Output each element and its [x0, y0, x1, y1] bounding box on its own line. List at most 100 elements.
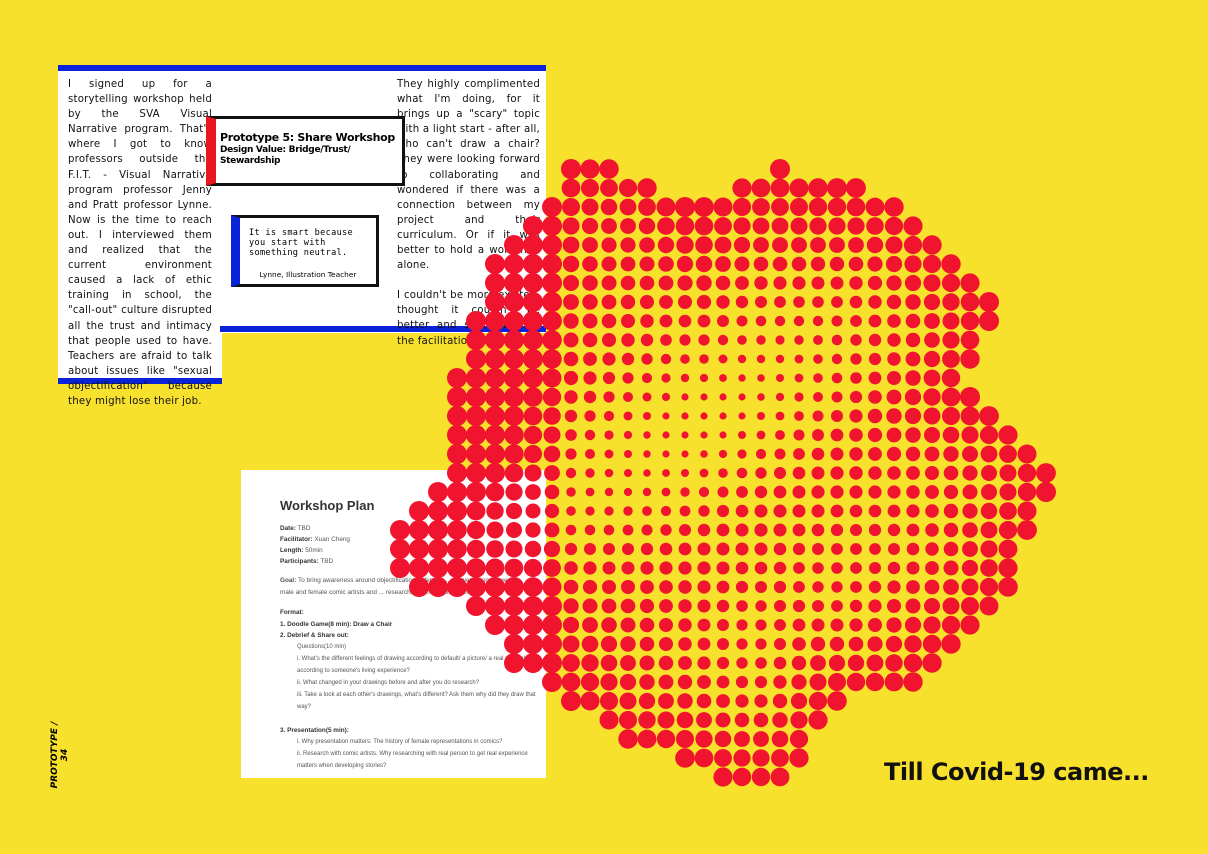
- halftone-dot: [623, 430, 633, 440]
- halftone-dot: [542, 615, 562, 635]
- halftone-dot: [582, 598, 598, 614]
- halftone-dot: [641, 353, 653, 365]
- halftone-dot: [793, 448, 805, 460]
- halftone-dot: [542, 216, 562, 236]
- halftone-dot: [1036, 463, 1056, 483]
- halftone-dot: [979, 292, 999, 312]
- halftone-dot: [504, 653, 524, 673]
- halftone-dot: [657, 711, 675, 729]
- halftone-dot: [753, 712, 769, 728]
- halftone-dot: [659, 637, 673, 651]
- halftone-dot: [924, 427, 940, 443]
- halftone-dot: [775, 430, 785, 440]
- halftone-dot: [735, 295, 749, 309]
- halftone-dot: [849, 485, 863, 499]
- halftone-dot: [681, 412, 689, 420]
- halftone-dot: [542, 235, 562, 255]
- halftone-dot: [737, 449, 747, 459]
- halftone-dot: [716, 542, 730, 556]
- halftone-dot: [773, 523, 787, 537]
- halftone-dot: [580, 159, 600, 179]
- halftone-dot: [753, 237, 769, 253]
- halftone-dot: [828, 654, 846, 672]
- halftone-dot: [700, 412, 708, 420]
- halftone-dot: [562, 255, 580, 273]
- halftone-dot: [868, 580, 882, 594]
- field-value: Xuan Cheng: [314, 536, 350, 543]
- halftone-dot: [719, 431, 727, 439]
- halftone-dot: [868, 314, 882, 328]
- halftone-dot: [770, 178, 790, 198]
- halftone-dot: [866, 654, 884, 672]
- halftone-dot: [770, 159, 790, 179]
- halftone-dot: [661, 487, 671, 497]
- halftone-dot: [736, 657, 748, 669]
- halftone-dot: [562, 635, 580, 653]
- halftone-dot: [812, 410, 824, 422]
- halftone-dot: [887, 599, 901, 613]
- halftone-dot: [848, 636, 864, 652]
- halftone-dot: [601, 598, 617, 614]
- halftone-dot: [643, 450, 651, 458]
- halftone-dot: [812, 581, 824, 593]
- halftone-dot: [600, 654, 618, 672]
- halftone-dot: [623, 392, 633, 402]
- halftone-dot: [752, 217, 770, 235]
- halftone-dot: [1017, 520, 1037, 540]
- halftone-dot: [659, 561, 673, 575]
- halftone-dot: [523, 425, 543, 445]
- halftone-dot: [523, 235, 543, 255]
- halftone-dot: [941, 634, 961, 654]
- halftone-dot: [504, 311, 524, 331]
- halftone-dot: [447, 368, 467, 388]
- halftone-dot: [697, 618, 711, 632]
- halftone-dot: [790, 198, 808, 216]
- halftone-dot: [640, 295, 654, 309]
- halftone-dot: [604, 430, 614, 440]
- halftone-dot: [867, 636, 883, 652]
- halftone-dot: [676, 255, 694, 273]
- halftone-dot: [637, 729, 657, 749]
- halftone-dot: [960, 349, 980, 369]
- halftone-dot: [754, 504, 768, 518]
- halftone-dot: [582, 579, 598, 595]
- halftone-dot: [943, 484, 959, 500]
- halftone-dot: [904, 635, 922, 653]
- halftone-dot: [656, 197, 676, 217]
- halftone-dot: [793, 429, 805, 441]
- halftone-dot: [793, 562, 805, 574]
- halftone-dot: [601, 275, 617, 291]
- halftone-dot: [640, 314, 654, 328]
- halftone-dot: [830, 276, 844, 290]
- halftone-dot: [504, 254, 524, 274]
- halftone-dot: [603, 524, 615, 536]
- halftone-dot: [771, 198, 789, 216]
- halftone-dot: [621, 580, 635, 594]
- caption: Till Covid-19 came...: [884, 758, 1149, 786]
- halftone-dot: [485, 273, 505, 293]
- halftone-dot: [623, 487, 633, 497]
- halftone-dot: [960, 387, 980, 407]
- halftone-dot: [604, 506, 614, 516]
- halftone-dot: [584, 524, 596, 536]
- halftone-dot: [960, 311, 980, 331]
- halftone-dot: [504, 596, 524, 616]
- halftone-dot: [581, 179, 599, 197]
- halftone-dot: [466, 539, 486, 559]
- halftone-dot: [906, 523, 920, 537]
- halftone-dot: [962, 541, 978, 557]
- halftone-dot: [922, 653, 942, 673]
- halftone-dot: [793, 296, 805, 308]
- halftone-dot: [733, 217, 751, 235]
- halftone-dot: [698, 505, 710, 517]
- halftone-dot: [887, 314, 901, 328]
- halftone-dot: [659, 295, 673, 309]
- halftone-dot: [757, 374, 765, 382]
- halftone-dot: [960, 406, 980, 426]
- halftone-dot: [638, 198, 656, 216]
- halftone-dot: [774, 315, 786, 327]
- halftone-dot: [466, 387, 486, 407]
- halftone-dot: [868, 485, 882, 499]
- halftone-dot: [962, 503, 978, 519]
- halftone-dot: [757, 412, 765, 420]
